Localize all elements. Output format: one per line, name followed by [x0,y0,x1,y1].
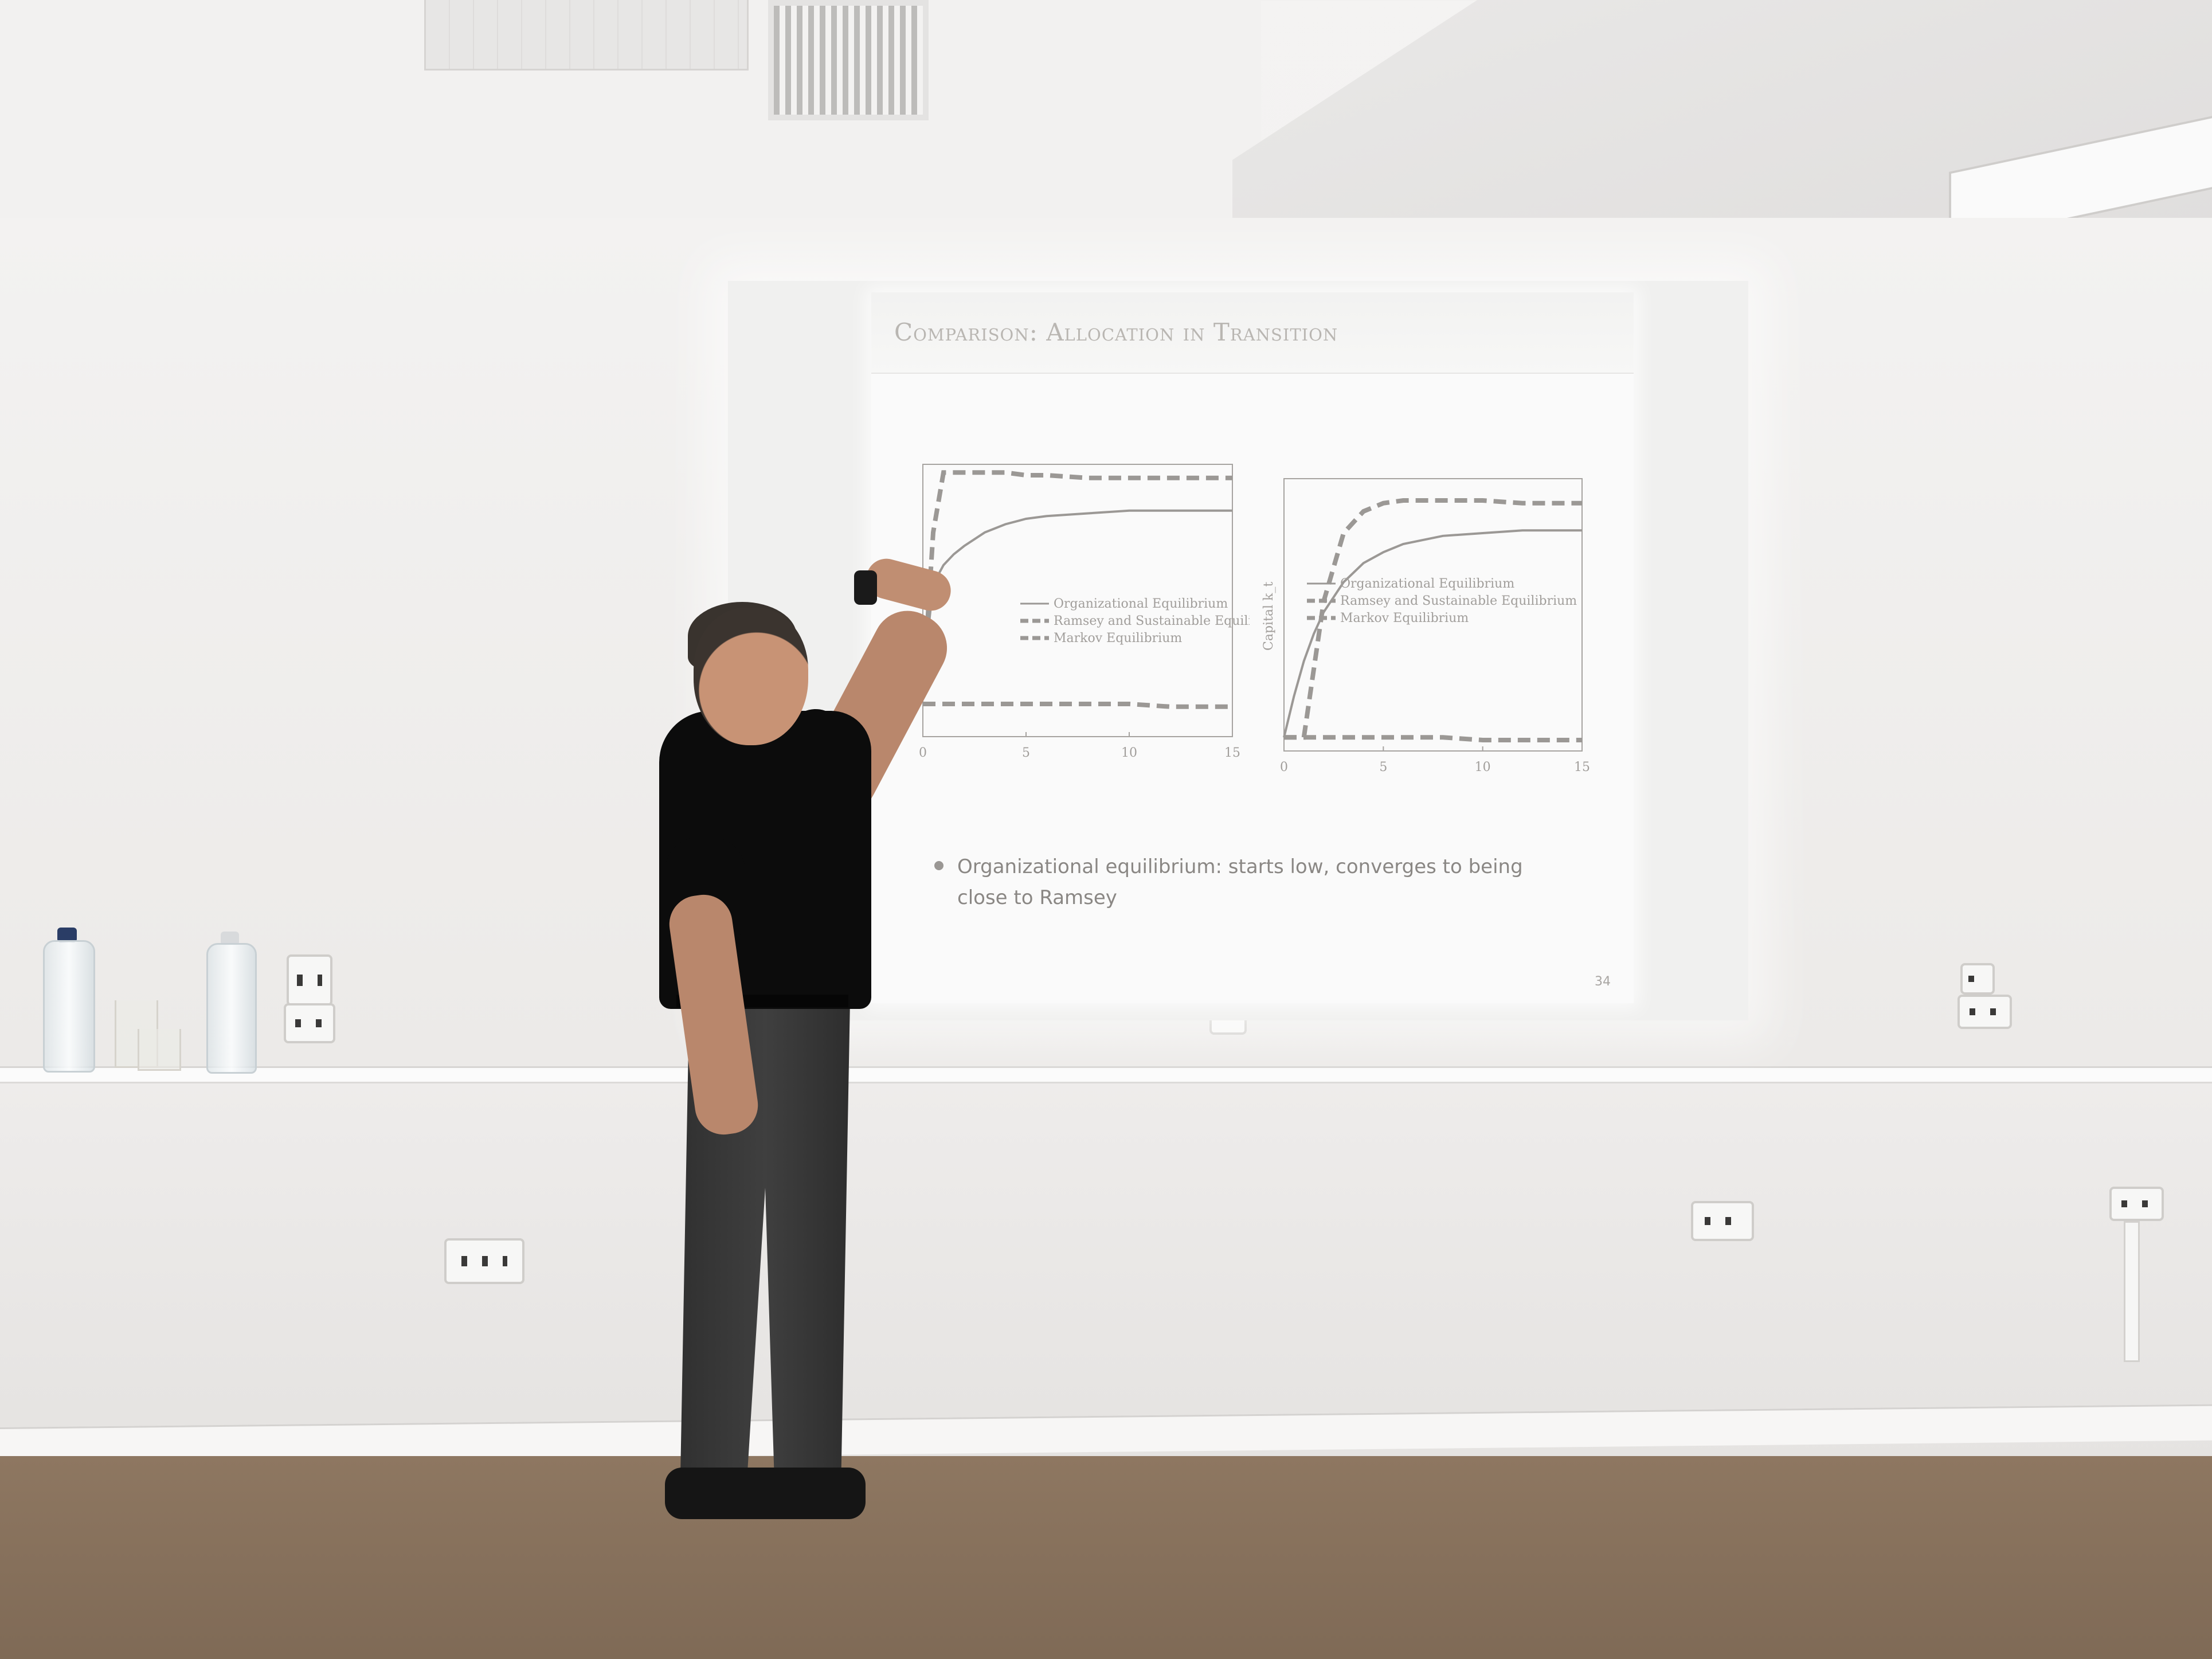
series-line-3 [923,702,1232,709]
slide-page-number: 34 [1595,975,1611,989]
wall-switch [2109,1187,2164,1221]
series-line-1 [1283,529,1582,738]
x-tick-label: 15 [1574,760,1590,774]
legend-label: Ramsey and Sustainable Equilibrium [1340,594,1577,608]
cable-trunking [2124,1221,2140,1362]
chart-left: 0 5 10 15 Organizational Equilibrium Ramsey a… [919,464,1250,760]
wall-switch [287,954,332,1006]
wall-socket [1691,1201,1754,1241]
ceiling-tile [424,0,749,71]
series-line-3 [1284,735,1582,742]
wall-socket [284,1003,335,1043]
series-line-1 [922,509,1232,683]
legend-label: Organizational Equilibrium [1340,577,1514,591]
x-tick-label: 10 [1121,746,1137,760]
x-tick-label: 10 [1475,760,1491,774]
bullet-marker [934,861,943,870]
x-tick-label: 5 [1379,760,1387,774]
x-tick-label: 0 [919,746,927,760]
x-tick-label: 5 [1022,746,1030,760]
series-line-2 [921,470,1232,697]
lower-wall [0,1081,2212,1459]
y-axis-label: Capital k_t [1262,582,1276,651]
wall-switch [1960,963,1995,995]
dado-rail [0,1066,2212,1083]
presenter-shoes [665,1468,866,1519]
wristwatch [854,570,877,605]
bottle-cap [57,928,77,942]
water-bottle [43,940,95,1073]
legend-label: Ramsey and Sustainable Equilibrium [1054,614,1250,628]
ceiling-vent [768,0,929,120]
legend-label: Organizational Equilibrium [1054,597,1228,611]
wall-socket [1957,995,2012,1029]
legend-label: Markov Equilibrium [1054,631,1182,645]
plot-frame [1283,478,1583,752]
legend-label: Markov Equilibrium [1340,611,1469,625]
wall-socket [444,1238,524,1284]
x-tick-label: 15 [1224,746,1240,760]
floor [0,1456,2212,1659]
slide-title: Comparison: Allocation in Transition [894,318,1338,346]
x-tick-label: 0 [1280,760,1288,774]
presenter-head [694,608,808,745]
projected-slide: Comparison: Allocation in Transition 0 5 1… [871,292,1634,1003]
drinking-glass [138,1029,181,1071]
water-bottle [206,943,257,1074]
chart-right: 0 5 10 15 Capital k_t Organizational Equilibr… [1262,478,1590,774]
slide-title-bar [871,292,1634,374]
slide-bullet-text: Organizational equilibrium: starts low, … [957,855,1523,909]
